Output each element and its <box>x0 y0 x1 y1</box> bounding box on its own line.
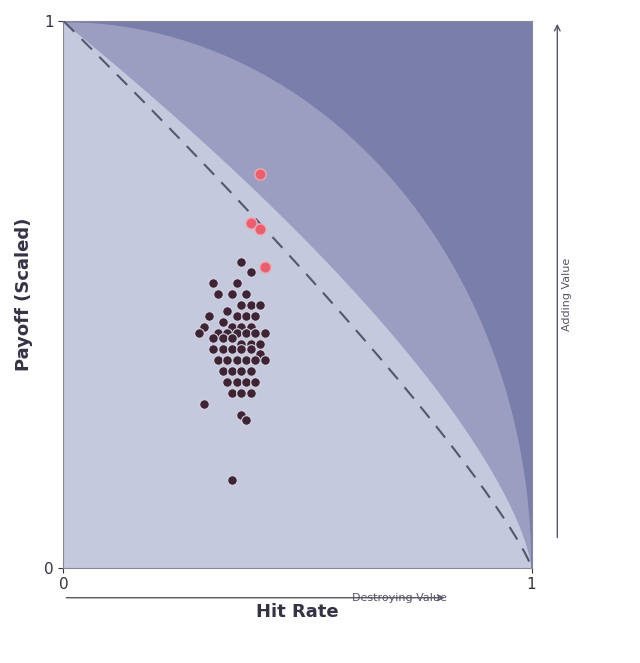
Point <box>227 365 237 376</box>
Point <box>260 355 270 365</box>
Point <box>218 333 228 343</box>
Point <box>199 398 209 409</box>
Point <box>255 300 265 310</box>
Point <box>255 349 265 360</box>
Point <box>227 343 237 354</box>
Point <box>227 322 237 332</box>
Point <box>232 328 242 338</box>
Point <box>213 289 223 300</box>
Point <box>227 333 237 343</box>
Point <box>222 328 232 338</box>
Point <box>236 300 246 310</box>
Point <box>236 409 246 420</box>
Point <box>222 377 232 387</box>
Point <box>204 311 214 322</box>
Point <box>241 415 251 426</box>
Point <box>227 387 237 398</box>
Text: Destroying Value: Destroying Value <box>353 593 447 603</box>
Point <box>236 365 246 376</box>
Point <box>246 300 256 310</box>
Point <box>232 311 242 322</box>
Point <box>241 328 251 338</box>
Point <box>241 377 251 387</box>
Point <box>241 311 251 322</box>
Point <box>208 333 218 343</box>
Point <box>218 365 228 376</box>
Text: Adding Value: Adding Value <box>562 258 572 331</box>
Point <box>255 223 265 234</box>
Point <box>213 328 223 338</box>
Y-axis label: Payoff (Scaled): Payoff (Scaled) <box>15 217 33 371</box>
Point <box>250 355 260 365</box>
X-axis label: Hit Rate: Hit Rate <box>256 603 339 621</box>
Point <box>222 306 232 316</box>
Point <box>208 278 218 288</box>
Point <box>227 289 237 300</box>
Point <box>236 343 246 354</box>
Point <box>232 377 242 387</box>
Point <box>246 338 256 349</box>
Point <box>232 278 242 288</box>
Point <box>241 289 251 300</box>
Point <box>199 322 209 332</box>
Point <box>236 322 246 332</box>
Point <box>218 316 228 327</box>
Point <box>236 387 246 398</box>
Point <box>213 355 223 365</box>
Point <box>218 343 228 354</box>
Point <box>246 343 256 354</box>
Point <box>255 169 265 180</box>
Point <box>208 343 218 354</box>
Point <box>260 262 270 272</box>
Point <box>246 365 256 376</box>
Point <box>250 311 260 322</box>
Point <box>255 338 265 349</box>
Point <box>241 355 251 365</box>
Point <box>236 338 246 349</box>
Point <box>260 328 270 338</box>
Point <box>250 328 260 338</box>
Point <box>232 355 242 365</box>
Point <box>194 328 204 338</box>
Point <box>246 218 256 229</box>
Point <box>250 377 260 387</box>
Point <box>227 475 237 485</box>
Point <box>246 322 256 332</box>
Point <box>246 267 256 278</box>
Point <box>222 355 232 365</box>
Point <box>236 256 246 267</box>
Point <box>246 387 256 398</box>
